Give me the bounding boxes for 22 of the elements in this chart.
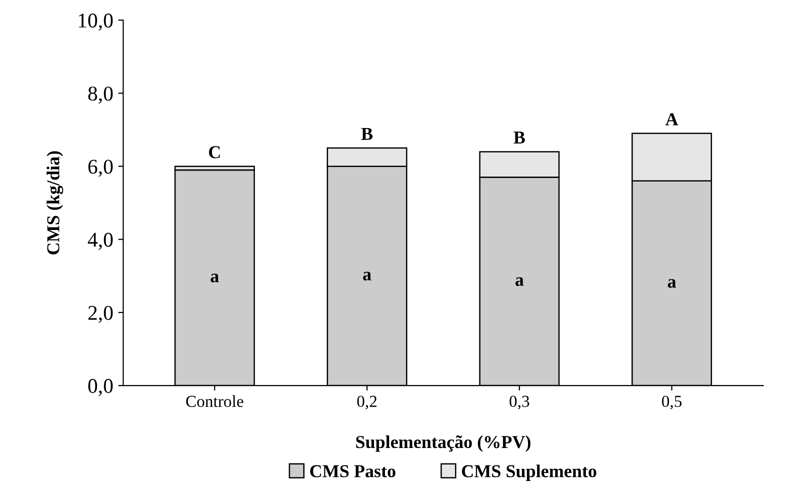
y-tick-label: 8,0 [88, 86, 113, 104]
annotation: a [210, 274, 219, 282]
x-tick-label: Controle [186, 395, 244, 408]
legend-label: CMS Pasto [310, 465, 396, 478]
annotation: a [668, 279, 676, 288]
y-tick-label: 2,0 [88, 306, 113, 323]
y-tick-label: 4,0 [88, 232, 113, 250]
annotation: a [515, 277, 524, 286]
x-tick-label: 0,5 [662, 396, 682, 410]
annotation: C [209, 146, 220, 158]
y-tick-label: 0,0 [88, 378, 113, 396]
annotation: A [665, 113, 678, 126]
annotation: B [514, 132, 525, 144]
y-axis-title: CMS (kg/dia) [46, 151, 64, 254]
x-axis-title: Suplementação (%PV) [356, 435, 530, 452]
y-tick-label: 10,0 [78, 14, 113, 31]
annotation: B [361, 128, 373, 140]
annotation: a [363, 272, 372, 280]
x-tick-label: 0,2 [357, 396, 377, 410]
y-tick-label: 6,0 [88, 160, 113, 177]
legend-label: CMS Suplemento [462, 464, 596, 481]
x-tick-label: 0,3 [510, 396, 530, 410]
